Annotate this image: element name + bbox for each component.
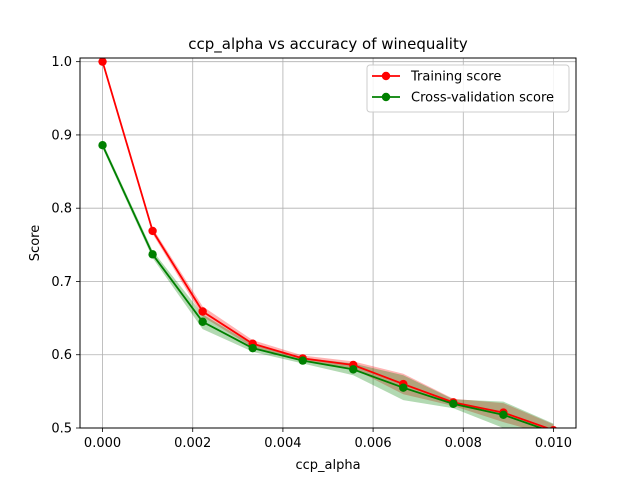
series-2-point (248, 343, 257, 353)
series-1-point (148, 226, 157, 236)
series-2-point (148, 250, 157, 259)
series-2-line (101, 144, 544, 428)
plot-frame (79, 57, 577, 429)
series-2-point (499, 410, 508, 420)
legend-label: Cross-validation score (411, 91, 554, 106)
series-1-line (101, 61, 550, 428)
legend-label: Training score (410, 70, 501, 85)
series-lines (98, 58, 558, 428)
x-ticks: 0.000 0.002 0.004 0.006 0.008 0.010 (84, 428, 572, 451)
x-tick-label: 0.010 (535, 436, 572, 451)
x-tick-label: 0.002 (174, 436, 211, 451)
y-tick-label: 0.6 (51, 348, 72, 363)
series-2-point (399, 383, 408, 392)
x-tick-label: 0.008 (445, 436, 482, 451)
y-tick-label: 0.8 (51, 202, 72, 217)
x-axis-label: ccp_alpha (295, 458, 360, 473)
legend-box (366, 64, 570, 113)
series-2-point (198, 317, 207, 326)
series-2-point (349, 365, 358, 374)
series-1-point (98, 58, 107, 66)
legend: Training score Cross-validation score (366, 64, 570, 113)
y-tick-label: 0.5 (51, 422, 72, 437)
y-tick-label: 1.0 (51, 55, 72, 70)
y-tick-label: 0.9 (51, 128, 72, 143)
series-2-point (298, 356, 307, 365)
y-ticks: 0.5 0.6 0.7 0.8 0.9 1.0 (51, 55, 80, 437)
legend-marker (381, 92, 391, 102)
x-tick-label: 0.006 (354, 436, 391, 451)
x-tick-label: 0.000 (84, 436, 121, 451)
x-tick-label: 0.004 (264, 436, 301, 451)
series-1-point (198, 307, 207, 316)
series-2-point (98, 140, 107, 150)
legend-marker (381, 71, 391, 81)
grid-lines (80, 58, 576, 429)
y-axis-label: Score (28, 225, 43, 261)
chart-title: ccp_alpha vs accuracy of winequality (188, 35, 468, 54)
series-1-point (549, 425, 558, 428)
y-tick-label: 0.7 (51, 275, 72, 290)
series-2-point (449, 399, 458, 409)
